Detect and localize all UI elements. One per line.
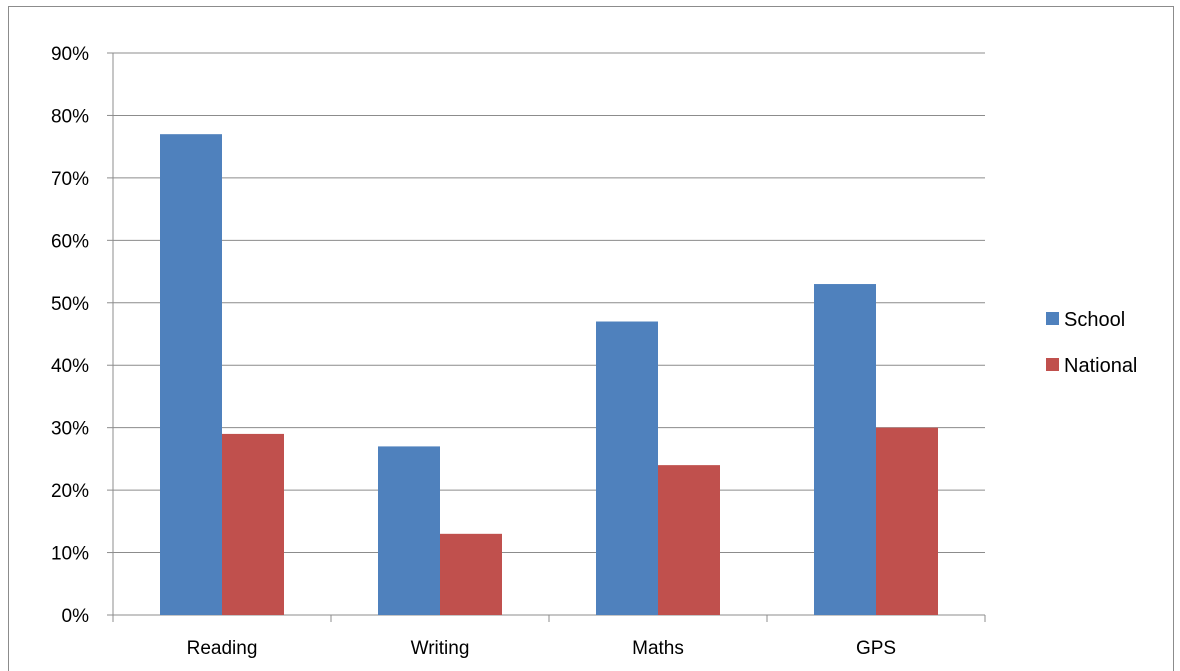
legend-swatch-school: [1046, 312, 1059, 325]
x-tick-label: Writing: [411, 638, 470, 659]
bar-national-maths: [658, 465, 720, 615]
y-tick-label: 10%: [51, 544, 89, 565]
y-tick-label: 80%: [51, 106, 89, 127]
bar-school-writing: [378, 446, 440, 615]
legend-label-school: School: [1064, 309, 1125, 331]
y-tick-label: 0%: [62, 606, 90, 627]
y-tick-label: 30%: [51, 419, 89, 440]
x-tick-label: Reading: [187, 638, 258, 659]
bar-school-reading: [160, 134, 222, 615]
y-tick-label: 70%: [51, 169, 89, 190]
y-tick-label: 20%: [51, 481, 89, 502]
x-tick-label: GPS: [856, 638, 896, 659]
bar-national-gps: [876, 427, 938, 615]
legend-swatch-national: [1046, 358, 1059, 371]
legend-label-national: National: [1064, 355, 1137, 377]
y-tick-label: 60%: [51, 231, 89, 252]
y-tick-label: 90%: [51, 44, 89, 65]
bar-school-gps: [814, 284, 876, 615]
bar-school-maths: [596, 321, 658, 615]
y-tick-label: 40%: [51, 356, 89, 377]
bar-national-writing: [440, 533, 502, 615]
bar-national-reading: [222, 433, 284, 615]
x-tick-label: Maths: [632, 638, 684, 659]
y-tick-label: 50%: [51, 294, 89, 315]
